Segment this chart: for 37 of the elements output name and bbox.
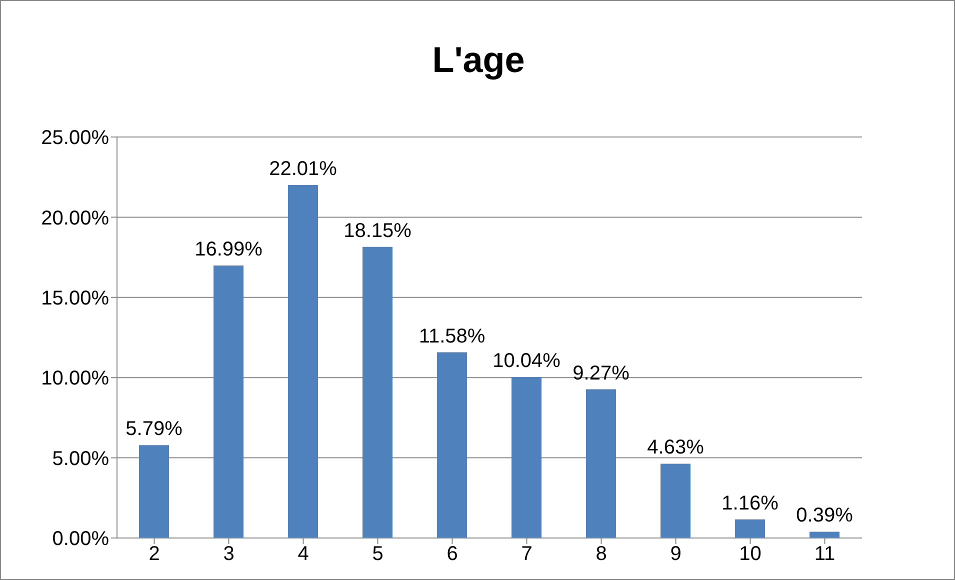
bar <box>288 184 318 538</box>
data-label: 4.63% <box>647 436 704 459</box>
y-tick-label: 5.00% <box>52 448 110 470</box>
x-tick-label: 4 <box>298 543 309 566</box>
data-label: 10.04% <box>492 350 561 372</box>
data-label: 22.01% <box>269 158 338 180</box>
y-tick-label: 25.00% <box>41 127 110 150</box>
chart-title: L'age <box>431 39 526 81</box>
x-tick-label: 6 <box>446 543 458 566</box>
bar <box>214 265 244 538</box>
data-label: 0.39% <box>796 504 854 527</box>
x-tick-label: 10 <box>739 543 762 566</box>
bar <box>512 376 542 538</box>
bar <box>586 389 616 538</box>
data-label: 18.15% <box>344 220 412 242</box>
bar <box>437 352 467 538</box>
bar <box>660 464 690 538</box>
y-tick-label: 0.00% <box>52 528 110 550</box>
x-tick-label: 3 <box>223 543 234 566</box>
y-tick-label: 15.00% <box>41 288 110 310</box>
x-tick-label: 9 <box>670 543 682 566</box>
bar <box>362 246 392 538</box>
x-tick-label: 5 <box>372 543 384 566</box>
x-tick-label: 8 <box>596 543 607 566</box>
y-tick-label: 10.00% <box>41 368 110 390</box>
data-label: 1.16% <box>722 492 779 514</box>
data-label: 5.79% <box>126 418 183 440</box>
x-tick-label: 11 <box>814 543 836 566</box>
y-tick-label: 20.00% <box>41 207 110 230</box>
data-label: 9.27% <box>572 362 630 384</box>
bar <box>735 519 765 538</box>
bar <box>139 445 169 538</box>
bar <box>810 532 840 538</box>
x-tick-label: 2 <box>148 543 160 566</box>
data-label: 16.99% <box>194 238 263 260</box>
x-tick-label: 7 <box>521 543 532 566</box>
data-label: 11.58% <box>418 325 486 348</box>
